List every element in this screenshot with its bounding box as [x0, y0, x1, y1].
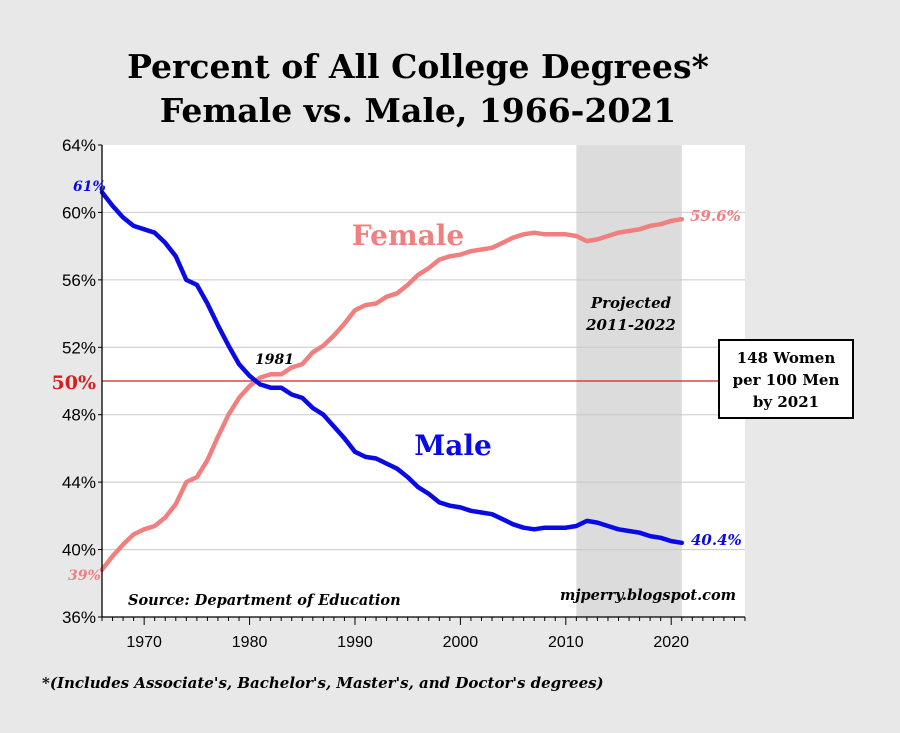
- projected-label-line2: 2011-2022: [585, 316, 676, 334]
- source-note: Source: Department of Education: [128, 592, 401, 609]
- y-tick-labels: 36% 40% 44% 48% 52% 56% 60% 64%: [62, 136, 96, 627]
- footnote: *(Includes Associate's, Bachelor's, Mast…: [42, 674, 604, 692]
- start-male-label: 61%: [73, 179, 106, 195]
- projected-label-line1: Projected: [590, 294, 672, 312]
- y-tick-label: 60%: [62, 203, 96, 222]
- end-female-label: 59.6%: [690, 207, 741, 225]
- series-line-male: [99, 189, 685, 546]
- y-tick-label: 36%: [62, 608, 96, 627]
- callout-line1: 148 Women: [737, 349, 836, 367]
- male-series-label: Male: [414, 429, 492, 462]
- y-tick-label: 44%: [62, 473, 96, 492]
- callout-box: [718, 339, 854, 419]
- x-tick-label: 2010: [548, 634, 584, 651]
- axes-group: [98, 144, 746, 625]
- x-tick-label: 1980: [232, 634, 268, 651]
- end-male-label: 40.4%: [691, 531, 742, 549]
- credit-note: mjperry.blogspot.com: [560, 587, 736, 604]
- y-tick-label: 56%: [62, 271, 96, 290]
- x-tick-label: 1990: [337, 634, 373, 651]
- callout-line2: per 100 Men: [733, 371, 840, 389]
- callout-line3: by 2021: [753, 393, 819, 411]
- y-tick-label: 64%: [62, 136, 96, 155]
- x-tick-label: 2020: [653, 634, 689, 651]
- reference-line-label: 50%: [52, 372, 97, 394]
- reference-line-group: 50%: [52, 372, 745, 394]
- x-tick-labels: 1970 1980 1990 2000 2010 2020: [126, 634, 689, 651]
- female-series-label: Female: [352, 219, 464, 252]
- series-group: [99, 189, 685, 573]
- y-tick-label: 40%: [62, 541, 96, 560]
- y-tick-label: 52%: [62, 338, 96, 357]
- grid-lines: [102, 211, 745, 551]
- x-tick-label: 1970: [126, 634, 162, 651]
- start-female-label: 39%: [68, 568, 101, 584]
- chart-title-line1: Percent of All College Degrees*: [127, 47, 709, 86]
- chart-title-line2: Female vs. Male, 1966-2021: [160, 91, 676, 130]
- x-tick-label: 2000: [443, 634, 479, 651]
- crossover-year-label: 1981: [255, 352, 294, 368]
- series-line-female: [99, 216, 685, 573]
- y-tick-label: 48%: [62, 406, 96, 425]
